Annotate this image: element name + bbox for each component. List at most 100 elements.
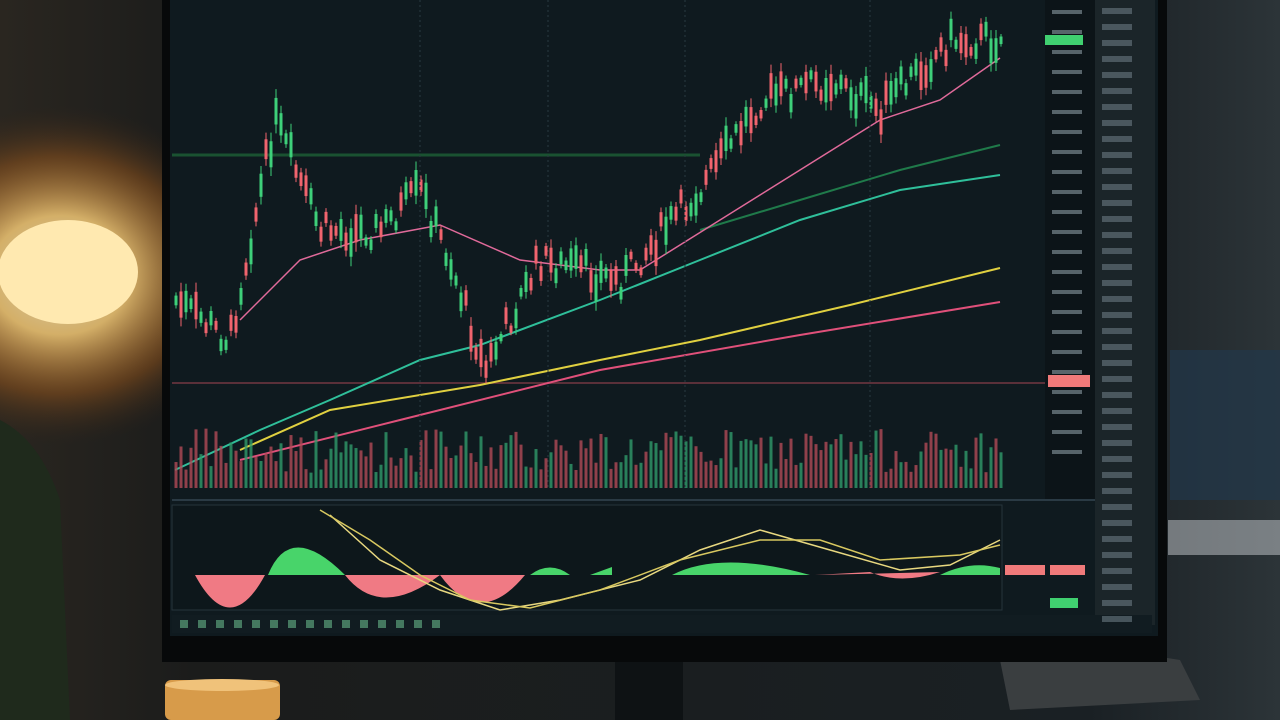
volume-bar [849, 441, 853, 488]
volume-bar [569, 463, 573, 488]
candle-body [414, 170, 418, 196]
volume-bar [534, 449, 538, 488]
volume-bar [229, 442, 233, 488]
price-tick [1052, 450, 1082, 454]
candle-body [674, 206, 678, 221]
volume-bar [434, 429, 438, 488]
volume-bar [899, 462, 903, 488]
candle-body [924, 65, 928, 88]
cup-rim [165, 679, 279, 691]
volume-bar [359, 450, 363, 488]
tool-icon [1102, 72, 1132, 78]
volume-bar [959, 466, 963, 488]
volume-bar [599, 433, 603, 488]
candle-body [604, 267, 608, 279]
candle-body [444, 252, 448, 266]
candle-body [879, 109, 883, 135]
tool-icon [1102, 520, 1132, 526]
volume-bar [944, 448, 948, 488]
tool-icon [1102, 536, 1132, 542]
candle-body [609, 270, 613, 291]
volume-bar [679, 435, 683, 488]
price-tick [1052, 330, 1082, 334]
toolbar-icon [180, 620, 188, 628]
volume-bar [284, 471, 288, 488]
candle-body [359, 214, 363, 239]
volume-bar [554, 439, 558, 488]
candle-body [864, 75, 868, 104]
volume-bar [714, 465, 718, 488]
volume-bar [589, 438, 593, 488]
candle-body [829, 73, 833, 102]
candle-body [319, 226, 323, 242]
tool-icon [1102, 504, 1132, 510]
volume-bar [874, 430, 878, 488]
ui-chrome [180, 0, 1132, 628]
volume-bar [469, 453, 473, 488]
tool-icon [1102, 296, 1132, 302]
volume-bar [674, 431, 678, 488]
price-tick [1052, 90, 1082, 94]
candle-body [544, 246, 548, 256]
volume-bar [404, 448, 408, 488]
candle-body [799, 77, 803, 86]
candle-body [789, 94, 793, 113]
volume-bar [559, 445, 563, 488]
candle-body [959, 32, 963, 54]
volume-bar [394, 465, 398, 488]
volume-bar [219, 445, 223, 488]
tool-icon [1102, 24, 1132, 30]
candles [174, 11, 1003, 384]
tool-icon [1102, 488, 1132, 494]
price-marker [1005, 565, 1045, 575]
candle-body [509, 325, 513, 333]
candle-body [824, 77, 828, 103]
candle-body [279, 113, 283, 136]
price-tick [1052, 270, 1082, 274]
candle-body [764, 98, 768, 108]
candle-body [759, 109, 763, 119]
candle-body [579, 255, 583, 273]
price-tick [1052, 350, 1082, 354]
candle-body [779, 71, 783, 97]
candle-body [254, 207, 258, 222]
candle-body [719, 138, 723, 159]
price-marker [1050, 598, 1078, 608]
candle-body [199, 311, 203, 323]
volume-bar [574, 469, 578, 488]
volume-bar [814, 444, 818, 488]
candle-body [484, 360, 488, 378]
candle-body [294, 164, 298, 178]
candle-body [454, 275, 458, 286]
volume-bar [384, 432, 388, 488]
volume-bar [964, 450, 968, 488]
candle-body [599, 260, 603, 283]
volume-bar [594, 462, 598, 488]
volume-bar [479, 436, 483, 488]
volume-bar [804, 433, 808, 488]
candle-body [669, 206, 673, 220]
candle-body [249, 238, 253, 265]
candle-body [819, 89, 823, 101]
candle-body [834, 83, 838, 95]
tool-icon [1102, 216, 1132, 222]
volume-bar [334, 432, 338, 488]
toolbar-icon [360, 620, 368, 628]
volume-bar [829, 444, 833, 488]
candle-body [394, 221, 398, 231]
volume-bar [539, 469, 543, 488]
candle-body [889, 80, 893, 105]
volume-bar [864, 454, 868, 488]
candle-body [729, 138, 733, 149]
volume-bar [174, 462, 178, 488]
candle-body [354, 214, 358, 243]
candle-body [564, 260, 568, 271]
price-tick [1052, 370, 1082, 374]
volume-bar [879, 429, 883, 488]
toolbar-icon [432, 620, 440, 628]
volume-bar [939, 449, 943, 488]
volume-bar [584, 448, 588, 488]
candle-body [899, 66, 903, 85]
price-tick [1052, 130, 1082, 134]
